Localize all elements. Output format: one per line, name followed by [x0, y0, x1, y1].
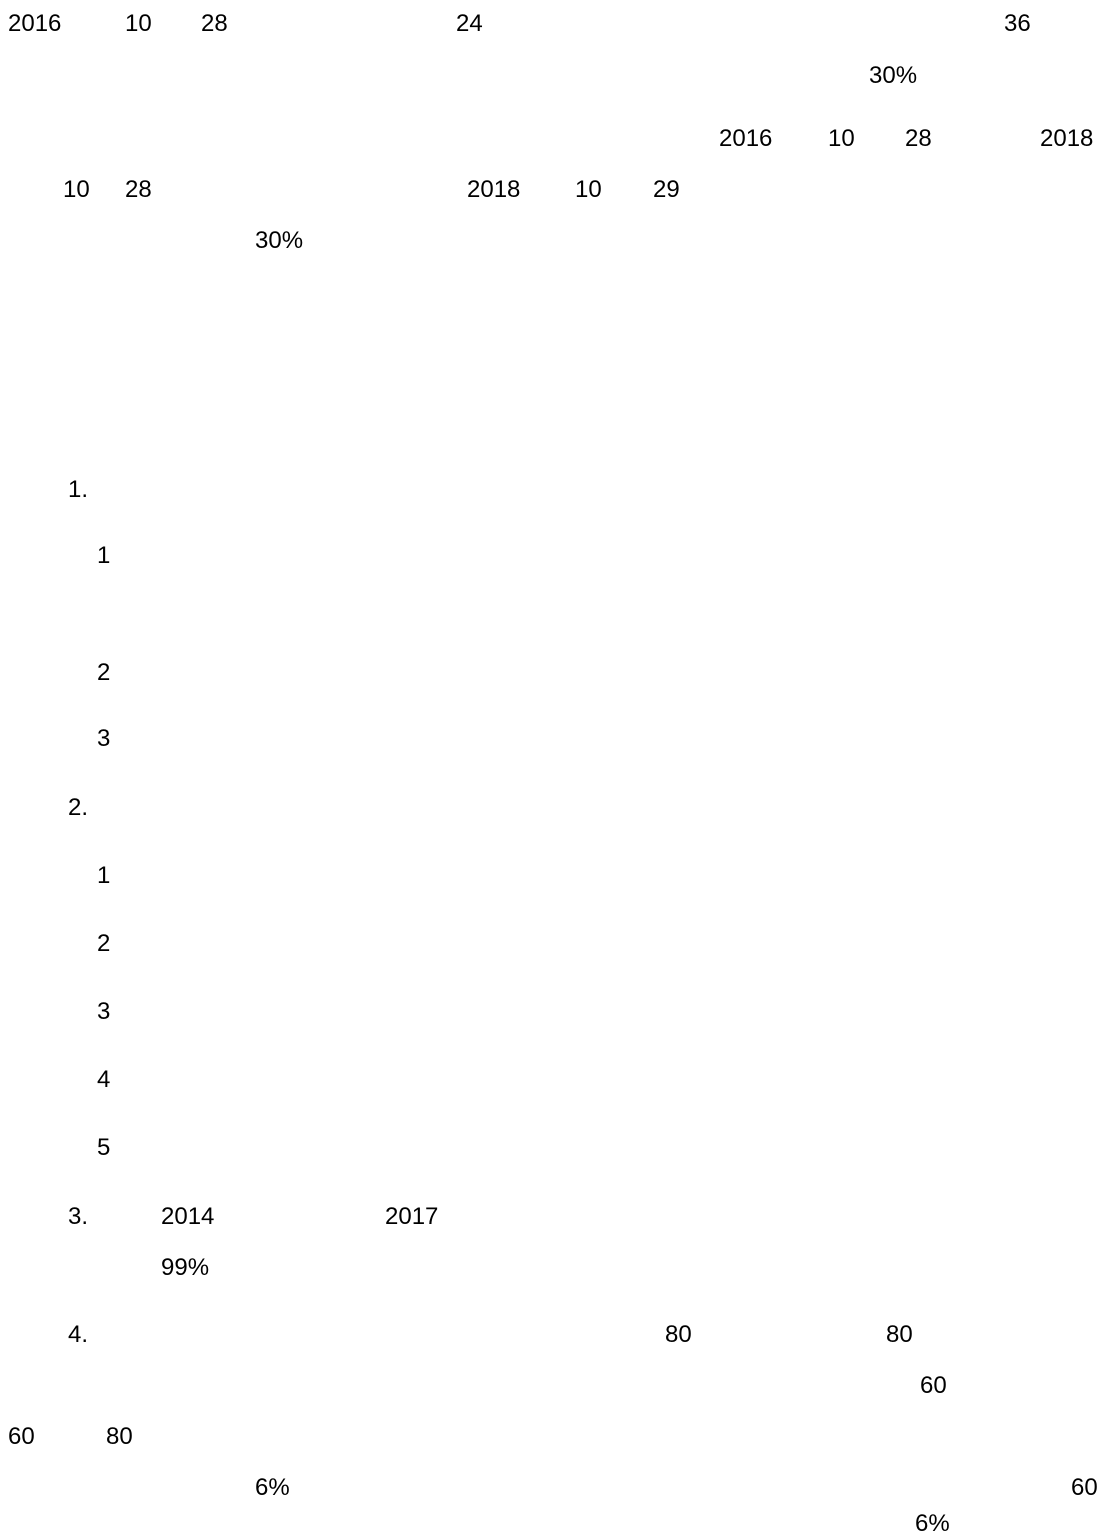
sub-item-number: 5	[97, 1134, 111, 1161]
text-fragment: 60	[920, 1372, 947, 1399]
text-fragment: 80	[665, 1321, 692, 1348]
text-fragment: 10	[575, 176, 602, 203]
section-number: 2.	[68, 794, 89, 821]
text-fragment: 2014	[161, 1203, 215, 1230]
text-fragment: 6%	[915, 1510, 950, 1537]
text-fragment: 2018	[1040, 125, 1094, 152]
text-fragment: 80	[886, 1321, 913, 1348]
sub-item-number: 2	[97, 659, 111, 686]
text-fragment: 2018	[467, 176, 521, 203]
sub-item-number: 4	[97, 1066, 111, 1093]
text-fragment: 80	[106, 1423, 133, 1450]
sub-item-number: 1	[97, 542, 111, 569]
sub-item-number: 1	[97, 862, 111, 889]
sub-item-number: 3	[97, 998, 111, 1025]
text-fragment: 28	[125, 176, 152, 203]
sub-item-number: 3	[97, 725, 111, 752]
section-number: 3.	[68, 1203, 89, 1230]
text-fragment: 28	[905, 125, 932, 152]
text-fragment: 30%	[869, 62, 918, 89]
text-fragment: 24	[456, 10, 483, 37]
text-fragment: 30%	[255, 227, 304, 254]
text-fragment: 10	[125, 10, 152, 37]
text-fragment: 10	[63, 176, 90, 203]
text-fragment: 60	[1071, 1474, 1098, 1501]
text-fragment: 6%	[255, 1474, 290, 1501]
text-fragment: 28	[201, 10, 228, 37]
text-fragment: 99%	[161, 1254, 210, 1281]
text-fragment: 10	[828, 125, 855, 152]
text-fragment: 2016	[719, 125, 773, 152]
text-fragment: 2016	[8, 10, 62, 37]
section-number: 1.	[68, 476, 89, 503]
text-fragment: 60	[8, 1423, 35, 1450]
sub-item-number: 2	[97, 930, 111, 957]
section-number: 4.	[68, 1321, 89, 1348]
text-fragment: 29	[653, 176, 680, 203]
text-fragment: 36	[1004, 10, 1031, 37]
text-fragment: 2017	[385, 1203, 439, 1230]
